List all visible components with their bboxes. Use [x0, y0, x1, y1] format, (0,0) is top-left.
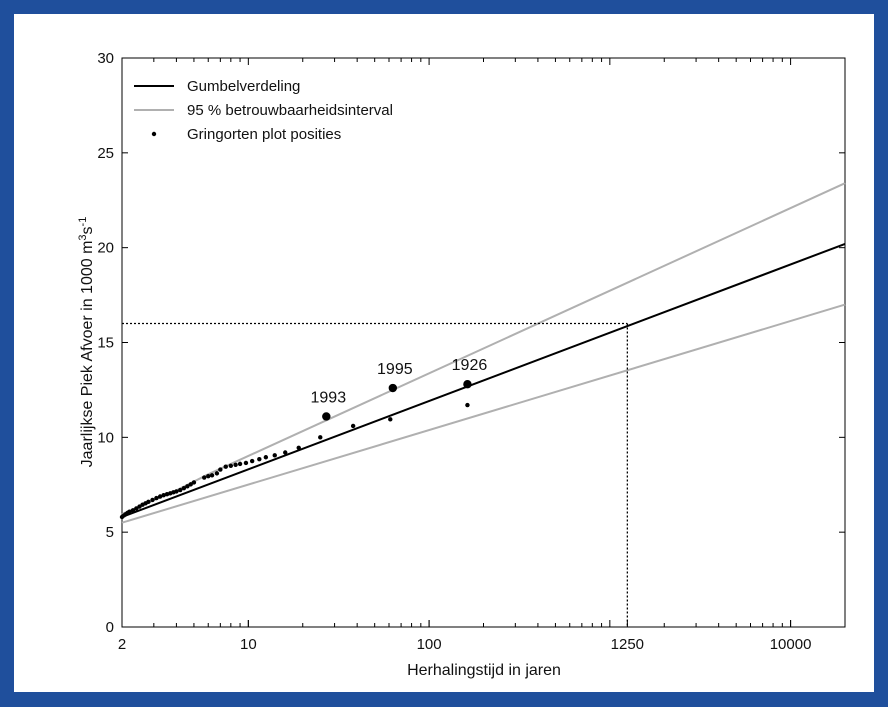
gringorten-point [214, 471, 220, 476]
gringorten-point [146, 499, 151, 505]
gringorten-point [174, 489, 179, 494]
highlight-point-1993 [322, 412, 331, 421]
gringorten-point [130, 508, 136, 513]
y-tick-label: 10 [97, 429, 114, 446]
confidence-lower-line [121, 303, 846, 524]
y-tick-label: 25 [97, 145, 114, 162]
reference-guides [122, 322, 629, 627]
chart-svg: 1993 1995 1926 0 5 10 15 20 25 30 2 10 100 1250 10000… [77, 50, 846, 679]
gringorten-point [218, 467, 223, 472]
highlight-label-1926: 1926 [452, 357, 488, 374]
gringorten-point [134, 506, 139, 511]
highlight-label-1995: 1995 [377, 361, 413, 378]
gringorten-point [127, 509, 132, 514]
y-tick-label: 30 [97, 50, 114, 67]
gringorten-point [228, 463, 234, 468]
gringorten-point [150, 497, 155, 503]
gringorten-point [257, 456, 262, 462]
gringorten-point [350, 423, 356, 429]
x-tick-label: 10 [240, 636, 257, 653]
gringorten-point [249, 458, 255, 464]
gringorten-point [161, 492, 166, 498]
highlight-point-1926 [463, 380, 472, 389]
gringorten-point [181, 485, 187, 491]
y-tick-label: 0 [106, 619, 114, 636]
gringorten-point [185, 484, 190, 489]
gringorten-point [388, 417, 393, 422]
gringorten-point [296, 445, 301, 450]
gumbel-line [121, 242, 846, 518]
legend-points-label: Gringorten plot posities [187, 126, 341, 143]
x-axis-label: Herhalingstijd in jaren [407, 662, 561, 679]
gringorten-point [206, 474, 211, 479]
legend-band-label: 95 % betrouwbaarheidsinterval [187, 102, 393, 119]
gringorten-point [233, 462, 238, 468]
gringorten-point [157, 494, 163, 499]
legend-points-swatch [151, 131, 157, 137]
axis-ticks: 0 5 10 15 20 25 30 2 10 100 1250 10000 [97, 50, 846, 653]
x-tick-label: 100 [417, 636, 442, 653]
gringorten-point [154, 495, 159, 501]
gringorten-points: 1993 1995 1926 [119, 357, 488, 520]
y-axis-label-base: Jaarlijkse Piek Afvoer in 1000 m [79, 241, 96, 468]
figure-frame: 1993 1995 1926 0 5 10 15 20 25 30 2 10 100 1250 10000… [14, 14, 874, 692]
legend: Gumbelverdeling 95 % betrouwbaarheidsint… [134, 78, 393, 143]
y-tick-label: 20 [97, 240, 114, 257]
gringorten-point [202, 475, 207, 480]
y-axis-label-sup1: 3 [77, 234, 89, 240]
y-axis-label: Jaarlijkse Piek Afvoer in 1000 m3s-1 [77, 217, 96, 468]
x-tick-label: 1250 [611, 636, 644, 653]
plot-area [121, 57, 846, 628]
gumbel-series [121, 242, 846, 518]
x-tick-label: 2 [118, 636, 126, 653]
x-tick-label: 10000 [770, 636, 812, 653]
y-axis-label-mid: s [79, 226, 96, 234]
gringorten-point [209, 473, 215, 478]
gringorten-point [283, 450, 288, 455]
gringorten-point [318, 435, 323, 440]
gringorten-point [223, 464, 228, 469]
gringorten-point [188, 482, 193, 487]
gringorten-point [237, 461, 243, 467]
y-tick-label: 5 [106, 524, 114, 541]
highlight-label-1993: 1993 [311, 389, 347, 406]
gringorten-point [191, 480, 197, 485]
y-axis-label-sup2: -1 [77, 217, 89, 227]
gringorten-point [465, 402, 470, 408]
highlight-point-1995 [388, 383, 398, 393]
gringorten-point [243, 460, 249, 466]
legend-gumbel-label: Gumbelverdeling [187, 78, 300, 95]
gringorten-point [263, 455, 269, 460]
y-tick-label: 15 [97, 335, 114, 352]
gringorten-point [272, 453, 277, 458]
gringorten-point [178, 487, 183, 493]
